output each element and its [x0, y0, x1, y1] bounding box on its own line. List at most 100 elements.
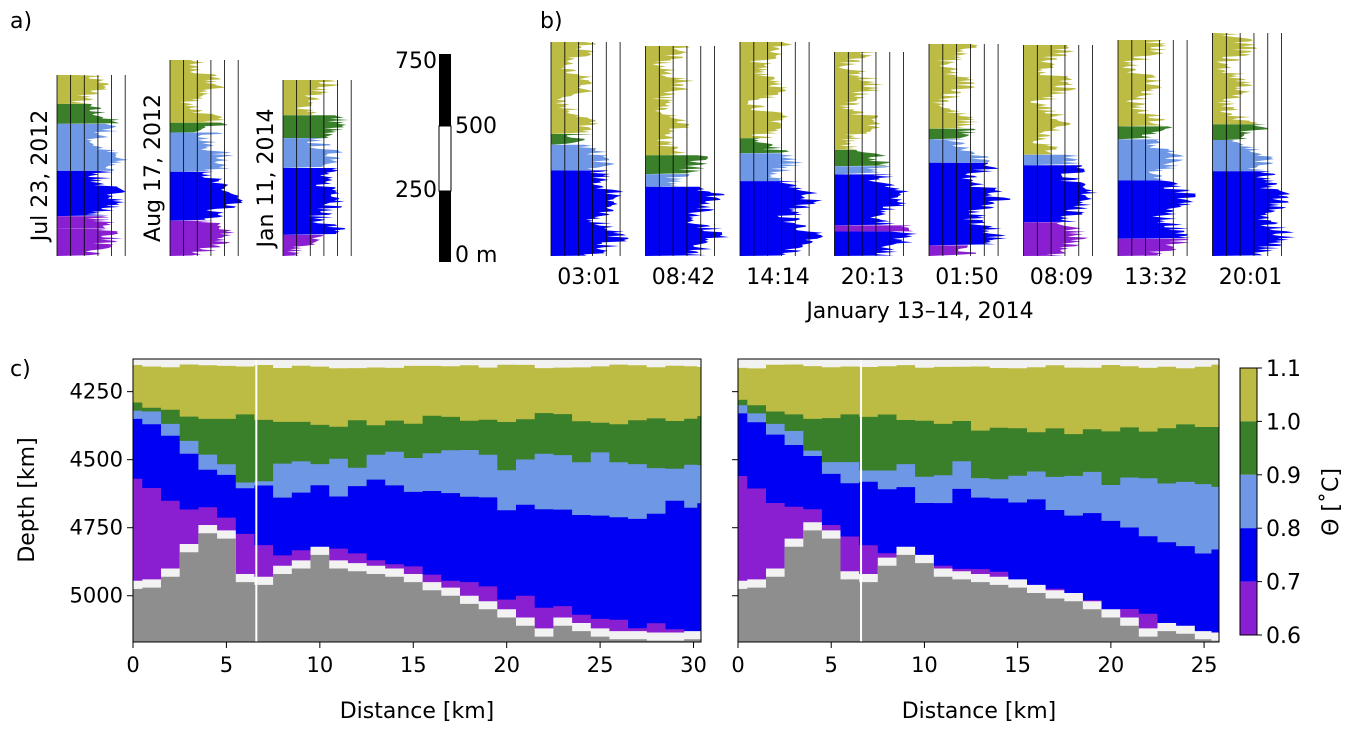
panel-b-profile-6-layer-3: [1118, 180, 1196, 239]
colorbar-segment: [1240, 421, 1257, 475]
panel-c-left-xtick-label: 15: [400, 653, 427, 677]
panel-b-profile-3: [834, 52, 918, 256]
panel-c-left-ytick-label: 4750: [70, 516, 123, 540]
panel-c-right-frame: [737, 358, 1220, 643]
panel-b-profile-4-layer-4: [929, 245, 977, 256]
colorbar-segment: [1240, 368, 1257, 422]
panel-b-profile-1-layer-1: [645, 155, 708, 175]
panel-b-profile-4-layer-2: [929, 139, 991, 163]
panel-c-left: 0 5 10 15 20 25 30 4250 4500 4750 5000: [70, 358, 707, 677]
panel-a-profile-2-layer-4: [283, 234, 323, 256]
panel-b-profile-6-layer-0: [1118, 40, 1168, 127]
panel-b-time-label: 13:32: [1124, 265, 1187, 290]
panel-b-profile-4-layer-1: [929, 128, 977, 140]
colorbar-label: Θ [˚C]: [1319, 468, 1344, 536]
panel-b-profile-1-layer-0: [645, 46, 695, 156]
colorbar-tick-label: 1.0: [1266, 410, 1301, 435]
colorbar-segment: [1240, 474, 1257, 529]
panel-a-profile-1-layer-1: [170, 122, 229, 133]
panel-a-date-label: Jul 23, 2012: [28, 110, 53, 244]
panel-b: 03:01 08:42 14:14 20:13 01:50 08:09 13:32 20:01: [550, 33, 1296, 290]
panel-b-profile-0-layer-3: [551, 170, 629, 256]
panel-c-right-body: [738, 359, 1219, 642]
panel-c-left-ytick-label: 4250: [70, 380, 123, 404]
panel-b-time-label: 08:09: [1030, 265, 1093, 290]
panel-c-right-xtick-label: 10: [911, 653, 938, 677]
panel-c-left-xlabel: Distance [km]: [340, 699, 495, 724]
colorbar-frame: [1239, 367, 1258, 636]
panel-c-left-frame: [132, 358, 702, 643]
panel-a-date-label: Jan 11, 2014: [254, 109, 279, 250]
panel-a-profile-2-layer-2: [283, 138, 344, 168]
panel-a-profile-0-layer-5: [57, 228, 123, 256]
panel-c-ylabel: Depth [km]: [15, 437, 40, 562]
colorbar-tick-label: 1.1: [1266, 357, 1301, 382]
panel-b-time-label: 20:01: [1219, 265, 1282, 290]
panel-b-profile-7: [1212, 33, 1296, 256]
panel-a-profile-1-layer-3: [170, 171, 243, 221]
panel-b-profile-2-layer-2: [740, 153, 804, 182]
colorbar: 1.1 1.0 0.9 0.8 0.7 0.6: [1239, 357, 1301, 649]
panel-b-profile-0-layer-1: [551, 134, 595, 145]
panel-b-profile-5-layer-1: [1023, 154, 1081, 166]
panel-c-right-xtick-label: 15: [1004, 653, 1031, 677]
panel-a-profile-2-layer-0: [283, 80, 340, 116]
panel-c-left-xtick-label: 0: [126, 653, 139, 677]
panel-c-left-xtick-label: 20: [493, 653, 520, 677]
colorbar-segment: [1240, 581, 1257, 635]
scale-bar-tick-label: 0 m: [455, 243, 497, 268]
colorbar-tick-label: 0.9: [1266, 464, 1301, 489]
panel-c-left-xtick-label: 10: [306, 653, 333, 677]
panel-b-profile-2-layer-1: [740, 138, 790, 154]
panel-b-time-label: 20:13: [841, 265, 904, 290]
panel-c-left-ytick-label: 4500: [70, 448, 123, 472]
scale-bar-tick-label: 750: [395, 49, 437, 74]
panel-a-label: a): [10, 9, 32, 34]
panel-a-profile-1: [169, 60, 243, 256]
panel-b-profile-3-layer-3: [834, 174, 910, 226]
panel-b-profile-3-layer-2: [834, 166, 892, 175]
scale-bar-segment-top: [439, 54, 451, 126]
colorbar-segment: [1240, 528, 1257, 582]
panel-b-profile-0-layer-2: [551, 144, 615, 171]
panel-a-profile-0-layer-2: [57, 123, 129, 171]
panel-a-profile-0: [56, 75, 129, 256]
panel-c-left-bathymetry: [133, 533, 701, 642]
scale-bar-segment-bottom: [439, 191, 451, 262]
panel-a-profile-0-layer-0: [57, 75, 109, 104]
panel-b-profile-6-layer-2: [1118, 139, 1185, 181]
panel-b-profile-6: [1117, 40, 1196, 256]
panel-b-time-label: 03:01: [557, 265, 620, 290]
panel-c-left-xtick-label: 30: [680, 653, 707, 677]
panel-a-profile-2: [282, 80, 352, 256]
panel-c-left-xtick-label: 5: [220, 653, 233, 677]
panel-b-profile-2: [739, 42, 824, 256]
panel-b-profile-5-layer-0: [1023, 45, 1077, 155]
panel-b-profile-5: [1023, 45, 1098, 256]
panel-b-profile-6-layer-4: [1118, 238, 1190, 256]
panel-b-xlabel: January 13–14, 2014: [804, 299, 1033, 324]
panel-b-time-label: 14:14: [746, 265, 809, 290]
scale-bar: 750 500 250 0 m: [395, 49, 497, 268]
panel-a-profile-1-layer-4: [170, 220, 235, 256]
panel-c-label: c): [10, 357, 31, 382]
panel-b-profile-1: [645, 46, 730, 256]
colorbar-tick-label: 0.7: [1266, 571, 1301, 596]
panel-b-profile-3-layer-4: [834, 225, 914, 232]
panel-b-profile-4-layer-3: [929, 162, 1011, 246]
panel-b-profile-7-layer-2: [1212, 140, 1274, 172]
panel-b-profile-2-layer-0: [740, 42, 793, 139]
panel-a-profile-0-layer-3: [57, 170, 126, 217]
panel-c-left-ytick-label: 5000: [70, 584, 123, 608]
panel-b-time-label: 08:42: [652, 265, 715, 290]
panel-b-profile-4: [928, 44, 1011, 256]
colorbar-tick-label: 0.8: [1266, 517, 1301, 542]
colorbar-tick-label: 0.6: [1266, 624, 1301, 649]
panel-c-right-xtick-label: 25: [1191, 653, 1218, 677]
panel-b-profile-7-layer-0: [1212, 33, 1259, 125]
panel-b-profile-0: [550, 42, 629, 256]
panel-a-profile-2-layer-1: [283, 115, 349, 139]
panel-b-profile-1-layer-2: [645, 174, 690, 187]
panel-a-date-label: Aug 17, 2012: [141, 94, 166, 242]
